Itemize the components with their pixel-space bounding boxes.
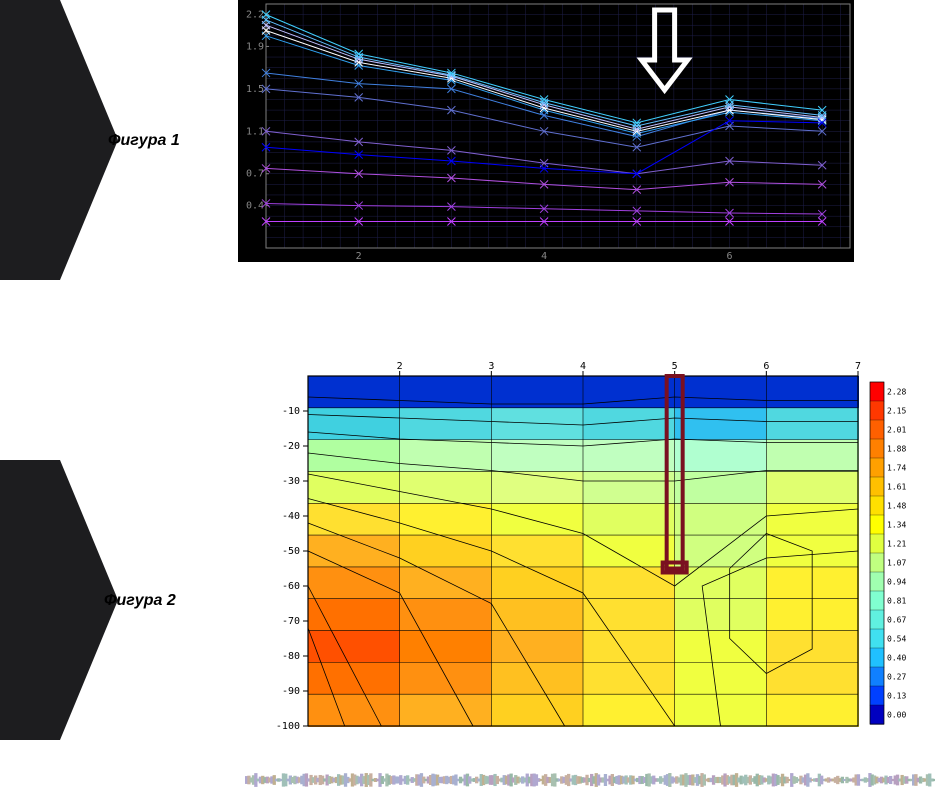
svg-text:1.34: 1.34 [887, 521, 906, 530]
svg-text:0.4: 0.4 [246, 201, 264, 212]
svg-text:-60: -60 [282, 581, 300, 592]
figure-2-chart: 2 3 4 5 6 7 -10 -20 -30 -40 -50 -60 -70 -80 -90 -100 2.2… [258, 358, 938, 738]
svg-text:4: 4 [580, 361, 586, 372]
svg-text:2.15: 2.15 [887, 407, 906, 416]
figure-1-label: Фигура 1 [108, 132, 180, 150]
svg-text:-30: -30 [282, 476, 300, 487]
svg-text:-40: -40 [282, 511, 300, 522]
svg-text:-10: -10 [282, 406, 300, 417]
svg-text:1.9: 1.9 [246, 41, 264, 52]
svg-text:1.07: 1.07 [887, 559, 906, 568]
svg-text:2: 2 [397, 361, 403, 372]
svg-text:0.7: 0.7 [246, 169, 264, 180]
svg-text:5: 5 [672, 361, 678, 372]
svg-text:0.40: 0.40 [887, 654, 906, 663]
figure-2-label: Фигура 2 [104, 592, 176, 610]
svg-text:-80: -80 [282, 651, 300, 662]
svg-text:1.61: 1.61 [887, 483, 906, 492]
svg-text:4: 4 [541, 251, 547, 262]
svg-text:6: 6 [763, 361, 769, 372]
svg-text:1.74: 1.74 [887, 464, 906, 473]
svg-text:1.21: 1.21 [887, 540, 906, 549]
svg-text:1.88: 1.88 [887, 445, 906, 454]
dark-arrow-1 [0, 0, 118, 280]
noise-bar [245, 773, 935, 787]
svg-text:2.28: 2.28 [887, 388, 906, 397]
svg-text:0.27: 0.27 [887, 673, 906, 682]
svg-text:0.81: 0.81 [887, 597, 906, 606]
svg-text:0.94: 0.94 [887, 578, 906, 587]
svg-text:0.13: 0.13 [887, 692, 906, 701]
svg-text:2.01: 2.01 [887, 426, 906, 435]
svg-text:-50: -50 [282, 546, 300, 557]
svg-text:-90: -90 [282, 686, 300, 697]
svg-text:1.5: 1.5 [246, 84, 264, 95]
svg-text:-70: -70 [282, 616, 300, 627]
svg-text:1.48: 1.48 [887, 502, 906, 511]
svg-text:2: 2 [356, 251, 362, 262]
svg-text:-20: -20 [282, 441, 300, 452]
dark-arrow-2 [0, 460, 118, 740]
svg-text:0.54: 0.54 [887, 635, 906, 644]
svg-text:1.1: 1.1 [246, 126, 264, 137]
svg-text:-100: -100 [276, 721, 300, 732]
svg-text:0.00: 0.00 [887, 711, 906, 720]
figure-1-chart: 0.4 0.7 1.1 1.5 1.9 2.2 2 4 6 [238, 0, 854, 262]
svg-text:0.67: 0.67 [887, 616, 906, 625]
svg-text:6: 6 [726, 251, 732, 262]
svg-text:2.2: 2.2 [246, 10, 264, 21]
svg-text:3: 3 [488, 361, 494, 372]
svg-text:7: 7 [855, 361, 861, 372]
